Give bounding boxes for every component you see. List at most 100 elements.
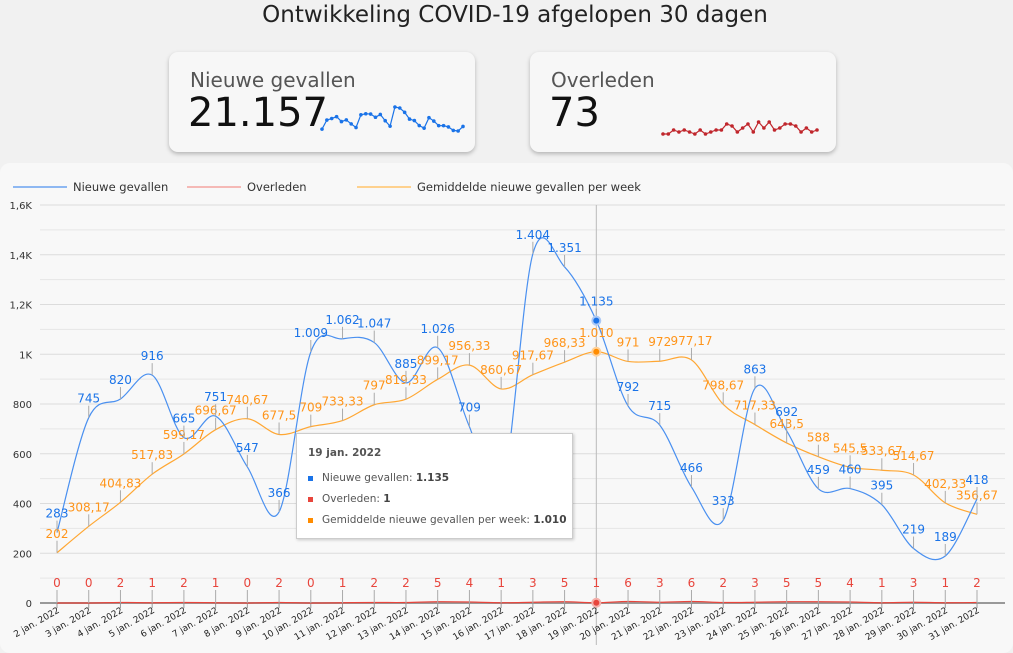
- chart-tooltip: 19 jan. 2022 Nieuwe gevallen: 1.135 Over…: [296, 433, 573, 539]
- average-data-label: 1.010: [579, 326, 613, 340]
- average-data-label: 404,83: [99, 476, 141, 490]
- average-data-label: 588: [807, 431, 830, 445]
- new-cases-data-point: [591, 315, 602, 326]
- sparkline-point: [735, 130, 740, 134]
- new-cases-data-label: 459: [807, 463, 830, 477]
- sparkline-point: [427, 115, 431, 120]
- sparkline-point: [397, 106, 402, 110]
- sparkline-point: [344, 118, 349, 122]
- deaths-data-label: 1: [592, 576, 600, 590]
- deaths-data-label: 5: [561, 576, 569, 590]
- sparkline-point: [682, 128, 687, 132]
- deaths-data-label: 2: [180, 576, 188, 590]
- sparkline-point: [788, 122, 793, 126]
- average-data-label: 740,67: [226, 393, 268, 407]
- legend-square-icon: [308, 475, 313, 481]
- tooltip-row-deaths: Overleden: 1: [308, 493, 391, 505]
- sparkline-point: [698, 128, 702, 132]
- y-tick-label: 0: [26, 599, 32, 610]
- new-cases-data-label: 395: [870, 479, 893, 493]
- legend-item: Gemiddelde nieuwe gevallen per week: [417, 180, 641, 194]
- sparkline-point: [661, 132, 665, 136]
- sparkline-point: [762, 126, 766, 130]
- deaths-data-label: 5: [815, 576, 823, 590]
- new-cases-data-label: 820: [109, 373, 132, 387]
- sparkline-point: [378, 112, 383, 117]
- new-cases-data-label: 1.026: [421, 322, 455, 336]
- average-data-label: 860,67: [480, 363, 522, 377]
- tooltip-value: 1.135: [415, 472, 450, 484]
- sparkline-point: [756, 120, 761, 124]
- card-deaths: Overleden 73: [530, 52, 836, 152]
- sparkline-point: [407, 117, 412, 121]
- sparkline-point: [703, 132, 708, 136]
- sparkline-point: [339, 119, 344, 124]
- new-cases-data-label: 460: [839, 463, 862, 477]
- card-label: Nieuwe gevallen: [190, 68, 356, 92]
- average-data-label: 709: [299, 401, 322, 415]
- sparkline-point: [815, 128, 819, 132]
- sparkline-point: [730, 124, 734, 128]
- sparkline-point: [809, 130, 814, 134]
- average-data-label: 517,83: [131, 448, 173, 462]
- sparkline-point: [461, 124, 465, 129]
- tooltip-row-new-cases: Nieuwe gevallen: 1.135: [308, 472, 449, 484]
- legend-item: Overleden: [247, 180, 307, 194]
- new-cases-data-label: 715: [648, 399, 671, 413]
- sparkline-point: [783, 122, 787, 126]
- deaths-data-label: 2: [370, 576, 378, 590]
- average-data-label: 971: [617, 335, 640, 349]
- sparkline-point: [329, 116, 334, 121]
- sparkline-point: [778, 126, 782, 130]
- deaths-data-label: 1: [339, 576, 347, 590]
- average-data-point: [591, 346, 602, 357]
- new-cases-data-label: 466: [680, 461, 703, 475]
- deaths-data-label: 1: [148, 576, 156, 590]
- sparkline-point: [714, 128, 718, 132]
- deaths-data-label: 6: [624, 576, 632, 590]
- deaths-data-label: 2: [402, 576, 410, 590]
- deaths-data-label: 0: [85, 576, 93, 590]
- sparkline-point: [354, 125, 358, 130]
- sparkline-point: [751, 130, 756, 134]
- deaths-data-label: 2: [719, 576, 727, 590]
- deaths-data-label: 1: [941, 576, 949, 590]
- y-tick-label: 1,2K: [10, 301, 33, 312]
- average-data-label: 972: [648, 335, 671, 349]
- sparkline-point: [422, 126, 426, 130]
- new-cases-data-label: 863: [743, 362, 766, 376]
- new-cases-data-label: 189: [934, 530, 957, 544]
- sparkline-point: [402, 110, 407, 115]
- sparkline-point: [412, 118, 417, 123]
- sparkline-point: [677, 130, 681, 134]
- y-tick-label: 1,6K: [10, 201, 33, 212]
- deaths-data-point: [591, 597, 602, 608]
- tooltip-label: Gemiddelde nieuwe gevallen per week:: [322, 514, 534, 526]
- deaths-sparkline: [661, 120, 819, 136]
- new-cases-data-label: 366: [268, 486, 291, 500]
- sparkline-point: [417, 123, 422, 128]
- sparkline-point: [334, 114, 339, 119]
- deaths-data-label: 1: [497, 576, 505, 590]
- tooltip-date: 19 jan. 2022: [308, 447, 382, 459]
- tooltip-label: Overleden:: [322, 493, 384, 505]
- y-tick-label: 400: [13, 500, 32, 511]
- y-tick-label: 600: [13, 450, 32, 461]
- sparkline-point: [724, 122, 729, 126]
- deaths-data-label: 1: [878, 576, 886, 590]
- sparkline-point: [383, 118, 388, 123]
- average-data-label: 717,33: [734, 399, 776, 413]
- deaths-data-label: 0: [307, 576, 315, 590]
- new-cases-data-label: 1.062: [325, 313, 359, 327]
- new-cases-data-label: 547: [236, 441, 259, 455]
- average-data-label: 533,67: [861, 444, 903, 458]
- y-tick-label: 1,4K: [10, 251, 33, 262]
- sparkline-point: [666, 132, 671, 136]
- average-data-label: 202: [46, 527, 69, 541]
- deaths-data-label: 4: [846, 576, 854, 590]
- sparkline-point: [799, 130, 803, 134]
- sparkline-point: [687, 130, 692, 134]
- sparkline-point: [671, 128, 676, 132]
- deaths-data-label: 3: [751, 576, 759, 590]
